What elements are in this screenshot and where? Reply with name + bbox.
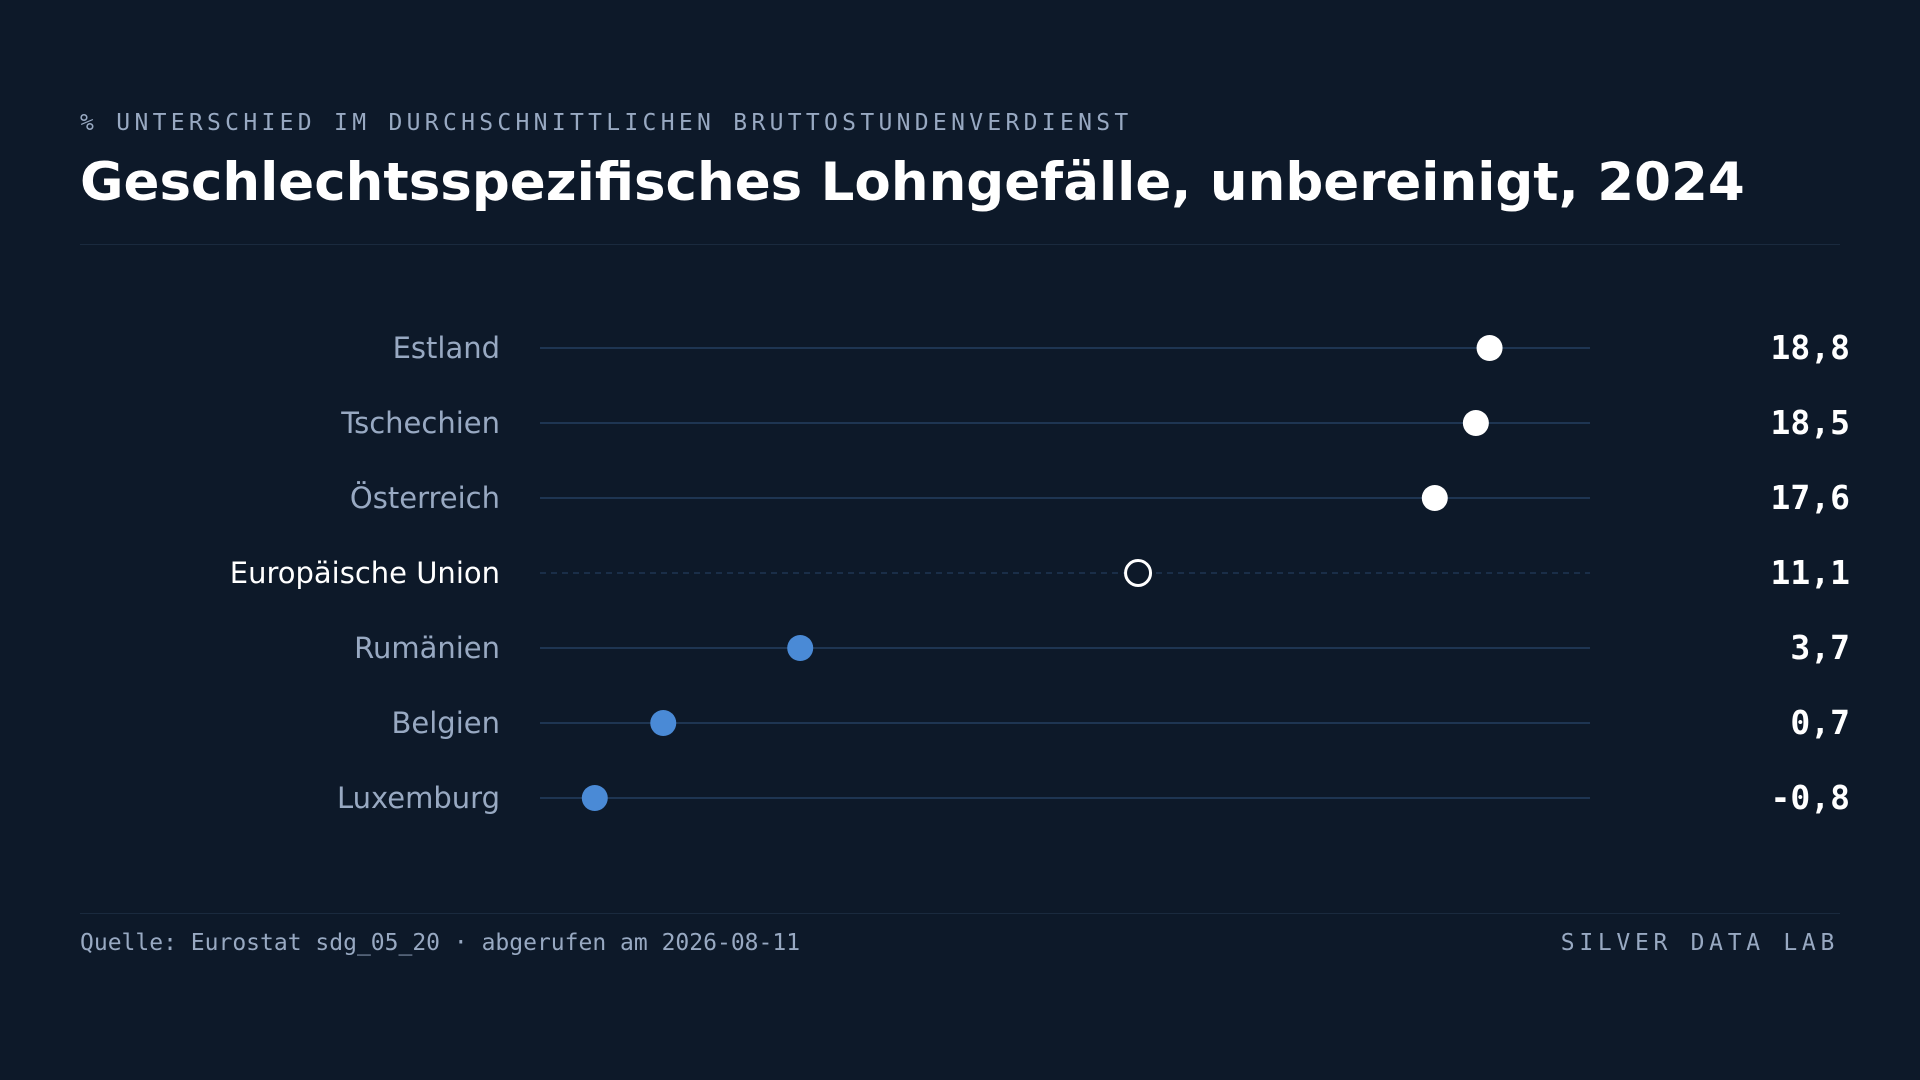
category-label-luxemburg: Luxemburg	[337, 781, 500, 815]
category-label-estland: Estland	[393, 331, 500, 365]
data-point-belgien	[650, 710, 677, 736]
data-point-europaische-union	[1124, 559, 1153, 587]
data-point-rumanien	[787, 635, 814, 661]
category-label-europaische-union: Europäische Union	[230, 556, 500, 590]
value-label-luxemburg: -0,8	[1771, 778, 1850, 817]
category-label-osterreich: Österreich	[350, 481, 500, 515]
value-label-rumanien: 3,7	[1790, 628, 1850, 667]
footer-divider	[80, 913, 1840, 914]
header-divider	[80, 244, 1840, 245]
brand-label: SILVER DATA LAB	[1560, 930, 1839, 956]
value-label-estland: 18,8	[1771, 328, 1850, 367]
category-label-belgien: Belgien	[392, 706, 500, 740]
source-note: Quelle: Eurostat sdg_05_20 · abgerufen a…	[80, 930, 801, 956]
chart-title: Geschlechtsspezifisches Lohngefälle, unb…	[80, 152, 1745, 213]
data-point-estland	[1476, 335, 1503, 361]
data-point-osterreich	[1421, 485, 1448, 511]
data-point-tschechien	[1462, 410, 1489, 436]
category-label-tschechien: Tschechien	[340, 406, 500, 440]
value-label-europaische-union: 11,1	[1771, 553, 1850, 592]
value-label-tschechien: 18,5	[1771, 403, 1850, 442]
data-point-luxemburg	[581, 785, 608, 811]
value-label-belgien: 0,7	[1790, 703, 1850, 742]
chart-subtitle: % UNTERSCHIED IM DURCHSCHNITTLICHEN BRUT…	[80, 110, 1133, 136]
value-label-osterreich: 17,6	[1771, 478, 1850, 517]
category-label-rumanien: Rumänien	[354, 631, 500, 665]
